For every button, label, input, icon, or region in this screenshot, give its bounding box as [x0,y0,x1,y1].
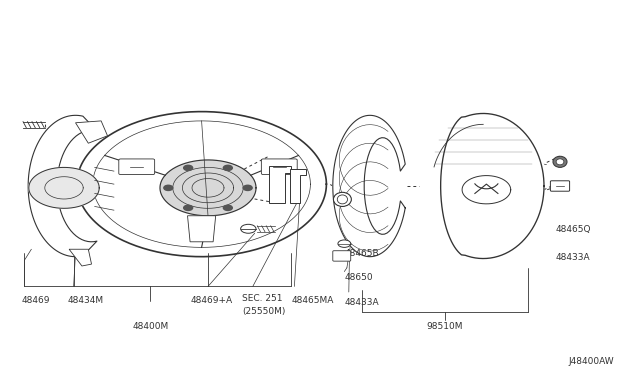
Circle shape [223,205,232,211]
Polygon shape [77,112,326,257]
Circle shape [223,165,232,170]
Text: 48433A: 48433A [556,253,590,262]
Ellipse shape [553,156,567,167]
Polygon shape [69,249,92,266]
Text: 48465Q: 48465Q [556,225,591,234]
FancyBboxPatch shape [333,251,351,261]
Polygon shape [462,176,511,204]
Ellipse shape [333,192,351,206]
Circle shape [184,165,193,170]
Polygon shape [333,115,405,257]
Text: 98510M: 98510M [426,322,463,331]
Text: 48465B: 48465B [344,249,379,258]
Text: 48465MA: 48465MA [291,296,333,305]
FancyBboxPatch shape [550,181,570,191]
Circle shape [243,185,252,190]
Polygon shape [160,160,256,216]
Text: J48400AW: J48400AW [569,357,614,366]
Polygon shape [76,121,108,143]
Text: 48650: 48650 [344,273,373,282]
Circle shape [338,240,351,247]
Text: 48434M: 48434M [67,296,103,305]
Ellipse shape [556,159,564,165]
Polygon shape [28,115,97,257]
Text: 48469+A: 48469+A [191,296,233,305]
Text: SEC. 251: SEC. 251 [242,294,282,303]
Ellipse shape [337,195,348,204]
Polygon shape [269,166,291,203]
Circle shape [241,224,256,233]
Polygon shape [290,169,306,203]
FancyBboxPatch shape [261,159,297,174]
Circle shape [164,185,173,190]
Circle shape [184,205,193,211]
Text: 48433A: 48433A [344,298,379,307]
FancyBboxPatch shape [119,159,155,174]
Polygon shape [188,216,216,242]
Text: (25550M): (25550M) [242,307,285,316]
Polygon shape [441,113,544,259]
Text: 48469: 48469 [21,296,50,305]
Text: 48400M: 48400M [132,322,168,331]
Polygon shape [29,167,99,208]
